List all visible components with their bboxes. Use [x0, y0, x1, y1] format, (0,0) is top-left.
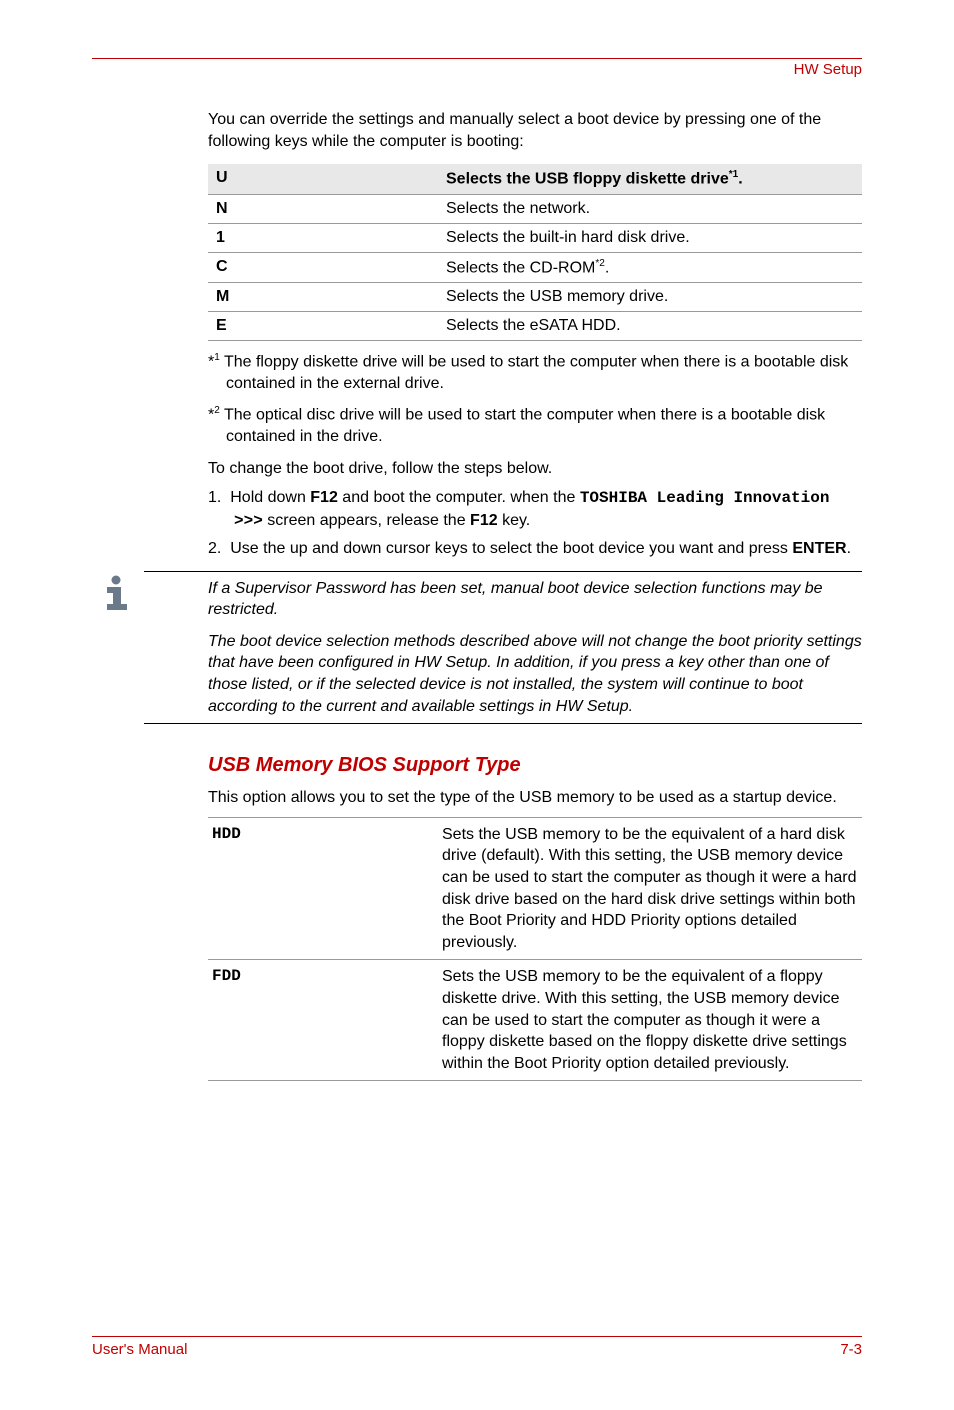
footer-page-number: 7-3 — [840, 1341, 862, 1358]
table-row: HDD Sets the USB memory to be the equiva… — [208, 817, 862, 960]
change-intro: To change the boot drive, follow the ste… — [208, 458, 862, 480]
boot-desc: Selects the network. — [438, 194, 862, 223]
usb-label: FDD — [208, 960, 438, 1081]
boot-key: M — [208, 282, 438, 311]
boot-key: N — [208, 194, 438, 223]
boot-desc: Selects the built-in hard disk drive. — [438, 223, 862, 252]
usb-desc: Sets the USB memory to be the equivalent… — [438, 960, 862, 1081]
table-row: FDD Sets the USB memory to be the equiva… — [208, 960, 862, 1081]
boot-key: C — [208, 252, 438, 282]
boot-desc: Selects the USB memory drive. — [438, 282, 862, 311]
footer-manual-label: User's Manual — [92, 1341, 187, 1358]
usb-desc: Sets the USB memory to be the equivalent… — [438, 817, 862, 960]
info-note: If a Supervisor Password has been set, m… — [92, 571, 862, 725]
note-paragraph-2: The boot device selection methods descri… — [208, 631, 862, 717]
note-body: If a Supervisor Password has been set, m… — [144, 571, 862, 725]
table-row: M Selects the USB memory drive. — [208, 282, 862, 311]
boot-desc: Selects the eSATA HDD. — [438, 311, 862, 340]
footnote-1: *1 The floppy diskette drive will be use… — [208, 351, 862, 395]
usb-intro: This option allows you to set the type o… — [208, 787, 862, 809]
usb-type-table: HDD Sets the USB memory to be the equiva… — [208, 817, 862, 1082]
table-row: N Selects the network. — [208, 194, 862, 223]
header-section-title: HW Setup — [794, 61, 862, 78]
boot-desc: Selects the CD-ROM*2. — [438, 252, 862, 282]
footnote-2: *2 The optical disc drive will be used t… — [208, 404, 862, 448]
usb-label: HDD — [208, 817, 438, 960]
boot-key: U — [208, 164, 438, 194]
page-footer: User's Manual 7-3 — [92, 1336, 862, 1358]
boot-desc: Selects the USB floppy diskette drive*1. — [438, 164, 862, 194]
table-row: E Selects the eSATA HDD. — [208, 311, 862, 340]
usb-section: USB Memory BIOS Support Type This option… — [208, 754, 862, 1081]
boot-key-table: U Selects the USB floppy diskette drive*… — [208, 164, 862, 341]
table-row: C Selects the CD-ROM*2. — [208, 252, 862, 282]
numbered-steps: 1. Hold down F12 and boot the computer. … — [208, 487, 862, 560]
main-content: You can override the settings and manual… — [208, 109, 862, 561]
step-1: 1. Hold down F12 and boot the computer. … — [208, 487, 862, 532]
info-icon — [92, 571, 144, 618]
page-header: HW Setup — [92, 58, 862, 79]
note-paragraph-1: If a Supervisor Password has been set, m… — [208, 578, 862, 621]
table-row: 1 Selects the built-in hard disk drive. — [208, 223, 862, 252]
table-row: U Selects the USB floppy diskette drive*… — [208, 164, 862, 194]
boot-key: E — [208, 311, 438, 340]
step-2: 2. Use the up and down cursor keys to se… — [208, 538, 862, 560]
intro-paragraph: You can override the settings and manual… — [208, 109, 862, 152]
usb-heading: USB Memory BIOS Support Type — [208, 754, 862, 777]
boot-key: 1 — [208, 223, 438, 252]
